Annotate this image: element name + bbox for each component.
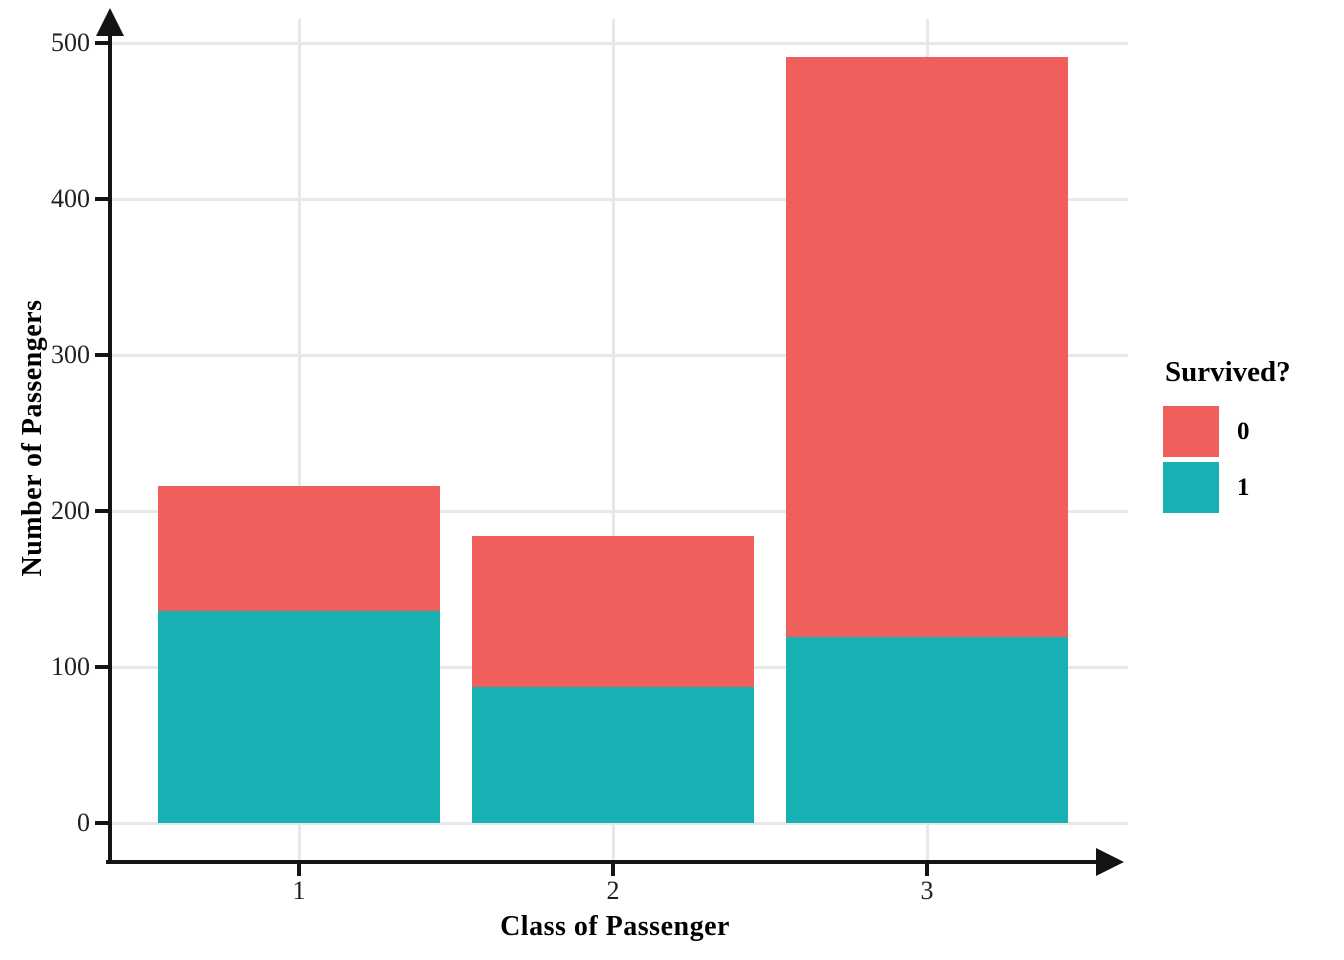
y-axis-tick-0 [95,821,110,825]
legend-key-survived-0-swatch [1163,406,1219,457]
legend-label-survived-1: 1 [1237,473,1250,501]
y-axis-tick-400 [95,197,110,201]
bar-segment-class2-survived0 [472,535,754,688]
y-tick-label-100: 100 [51,652,90,681]
y-tick-label-500: 500 [51,28,90,57]
legend-entry-survived-1: 1 [1163,462,1338,513]
y-axis-tick-300 [95,353,110,357]
y-tick-label-0: 0 [77,808,90,837]
y-axis-arrow-icon [96,8,124,36]
h-gridline-500 [110,41,1128,45]
legend-entry-survived-0: 0 [1163,406,1338,457]
legend: Survived? 0 1 [1163,356,1338,518]
v-gridline-category-2 [611,19,615,862]
y-axis-tick-200 [95,509,110,513]
bar-segment-class3-survived0 [786,57,1068,638]
bar-segment-class2-survived1 [472,687,754,823]
x-axis-tick-1 [297,864,301,876]
h-gridline-400 [110,197,1128,201]
h-gridline-200 [110,509,1128,513]
y-tick-label-300: 300 [51,340,90,369]
x-axis-line [106,860,1108,864]
y-axis-tick-500 [95,41,110,45]
x-axis-tick-2 [611,864,615,876]
x-axis-title: Class of Passenger [500,911,730,942]
y-tick-label-400: 400 [51,184,90,213]
x-tick-label-1: 1 [292,876,306,905]
v-gridline-category-1 [297,19,301,862]
legend-title: Survived? [1165,356,1291,388]
y-axis-line [108,14,112,864]
legend-label-survived-0: 0 [1237,417,1250,445]
y-tick-label-200: 200 [51,496,90,525]
y-axis-title: Number of Passengers [17,299,48,577]
legend-key-survived-1-swatch [1163,462,1219,513]
bar-segment-class1-survived1 [158,610,440,823]
x-tick-label-2: 2 [606,876,620,905]
y-axis-tick-100 [95,665,110,669]
bar-segment-class1-survived0 [158,486,440,611]
x-axis-arrow-icon [1096,848,1124,876]
h-gridline-0 [110,821,1128,825]
bar-segment-class3-survived1 [786,637,1068,823]
h-gridline-300 [110,353,1128,357]
x-axis-tick-3 [925,864,929,876]
x-tick-label-3: 3 [920,876,934,905]
